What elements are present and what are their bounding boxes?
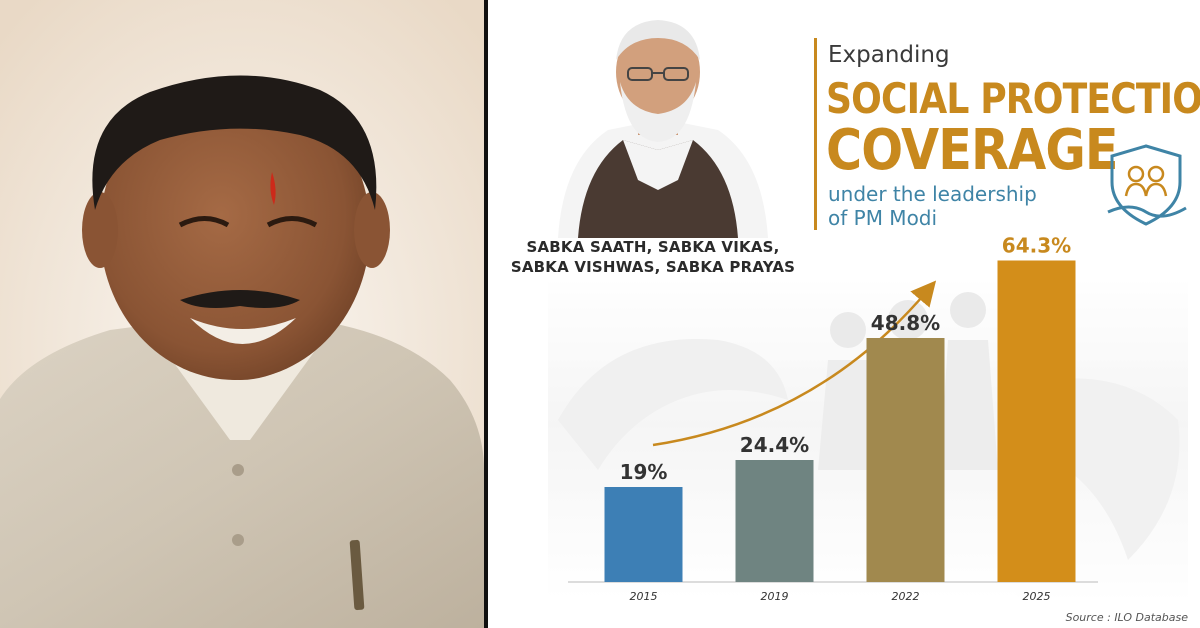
pm-portrait <box>558 20 768 238</box>
chart-area: 19% 2015 24.4% 2019 48.8% 2022 64.3% 2025 <box>548 234 1188 603</box>
portrait-photo <box>0 0 484 628</box>
bar-2015 <box>604 487 683 582</box>
title-line-2: COVERAGE <box>826 118 1119 183</box>
title-expanding: Expanding <box>828 42 950 68</box>
bar-2019 <box>735 460 814 582</box>
x-tick-2019: 2019 <box>761 590 789 603</box>
portrait-illustration <box>0 0 484 628</box>
infographic-panel: 19% 2015 24.4% 2019 48.8% 2022 64.3% 2025 SABKA… <box>488 0 1200 628</box>
subtitle-line-1: under the leadership <box>828 182 1037 206</box>
title-line-1: SOCIAL PROTECTION <box>826 74 1200 123</box>
x-tick-2015: 2015 <box>630 590 658 603</box>
growth-arrow <box>652 280 937 447</box>
bar-2025 <box>997 260 1076 582</box>
social-protection-icon <box>1107 144 1187 226</box>
data-label-2022: 48.8% <box>871 311 940 335</box>
subtitle-line-2: of PM Modi <box>828 206 938 230</box>
slogan-line-1: SABKA SAATH, SABKA VIKAS, <box>526 238 780 256</box>
title-accent-rule <box>814 38 817 230</box>
data-label-2019: 24.4% <box>740 433 809 457</box>
divider <box>484 0 488 628</box>
data-label-2015: 19% <box>620 460 668 484</box>
x-tick-2025: 2025 <box>1023 590 1051 603</box>
data-label-2025: 64.3% <box>1002 234 1071 258</box>
x-tick-2022: 2022 <box>892 590 920 603</box>
slogan-line-2: SABKA VISHWAS, SABKA PRAYAS <box>510 258 796 276</box>
source-note: Source : ILO Database <box>1065 611 1188 624</box>
bar-2022 <box>866 338 945 582</box>
